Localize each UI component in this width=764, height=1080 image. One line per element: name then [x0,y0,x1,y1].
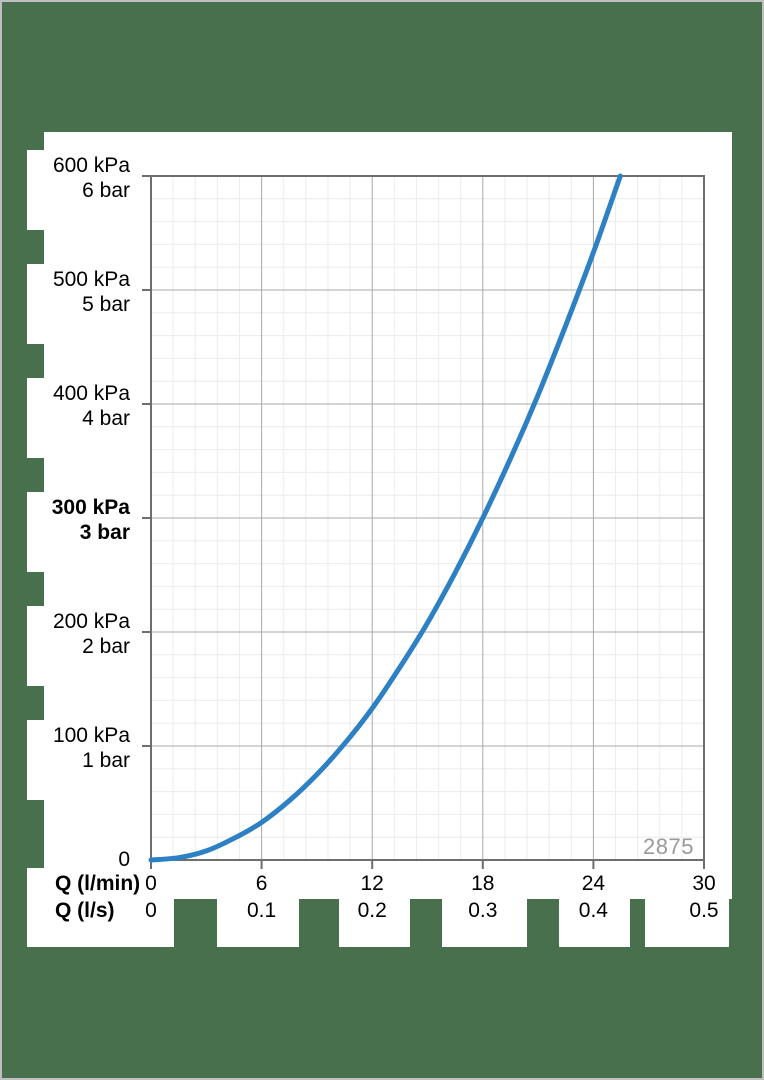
x-label-column [559,892,630,947]
chart-panel [44,132,732,899]
flow-curve [148,173,623,863]
y-label-bump [27,606,47,686]
x-label-column [27,892,174,947]
x-label-column [442,892,527,947]
y-label-bump [27,492,47,572]
x-label-column [339,892,410,947]
y-label-bump [27,720,47,800]
x-label-column [217,892,299,947]
y-label-bump [27,264,47,344]
y-label-bump [27,150,47,230]
x-label-column [645,892,729,947]
plot-frame [150,175,705,861]
y-label-bump [27,378,47,458]
